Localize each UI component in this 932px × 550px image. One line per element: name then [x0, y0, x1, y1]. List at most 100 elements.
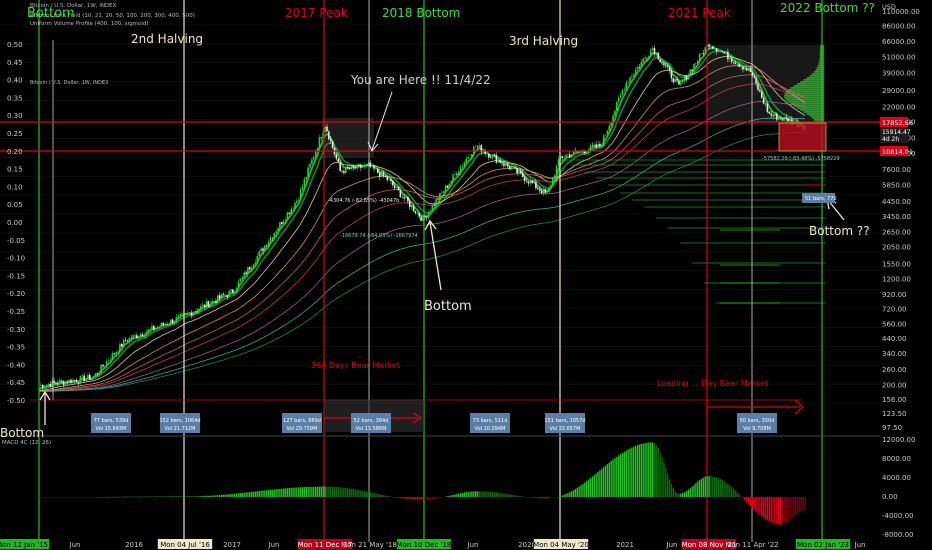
candle-body — [503, 163, 505, 166]
macd-bar — [373, 493, 375, 497]
macd-bar — [200, 496, 202, 497]
candle-body — [105, 361, 108, 366]
macd-bar — [339, 487, 341, 497]
macd-bar — [444, 496, 447, 498]
candle-body — [465, 158, 468, 163]
candle-body — [137, 336, 140, 339]
candle-body — [57, 383, 59, 385]
candle-body — [448, 183, 451, 188]
info-box — [470, 413, 510, 433]
macd-bar — [301, 487, 304, 497]
candle-body — [648, 56, 650, 59]
macd-bar — [288, 488, 291, 497]
candle-body — [64, 381, 67, 385]
candle-body — [143, 335, 146, 337]
candle-body — [440, 192, 443, 194]
label-drop-2017: -4304.76 (-82.85%) -43047b — [328, 198, 399, 204]
candle-body — [762, 97, 765, 104]
candle-body — [407, 196, 409, 202]
macd-bar — [102, 496, 104, 498]
candle-body — [632, 74, 635, 77]
label-bear-loading: Loading ... Day Bear Market — [657, 379, 768, 388]
candle-body — [288, 212, 291, 214]
candle-body — [736, 63, 739, 65]
label-peak-2021: 2021 Peak — [668, 6, 731, 20]
candle-body — [313, 156, 315, 160]
candle-body — [117, 352, 119, 353]
candle-body — [395, 186, 398, 188]
macd-bar — [535, 497, 537, 498]
candle-body — [693, 64, 695, 71]
price-tick-label: 39000.00 — [882, 69, 915, 77]
left-tick-label: 0.30 — [7, 112, 23, 120]
macd-bar — [747, 497, 750, 505]
macd-bar — [665, 468, 667, 497]
candle-body — [77, 382, 80, 383]
candle-body — [655, 52, 658, 55]
macd-bar — [407, 497, 409, 500]
macd-bar — [205, 495, 208, 497]
candle-body — [708, 44, 710, 47]
candle-body — [568, 154, 571, 158]
candle-body — [704, 47, 707, 54]
macd-bar — [570, 491, 573, 497]
volume-profile-bar — [800, 81, 824, 83]
price-tag-upper: 17852.66 — [882, 119, 913, 127]
macd-bar — [614, 458, 616, 497]
candle-body — [104, 365, 106, 367]
macd-bar — [375, 493, 377, 497]
macd-bar — [42, 497, 44, 498]
arrow-you-are-here — [371, 91, 393, 151]
candle-body — [173, 321, 176, 324]
candle-body — [139, 334, 142, 337]
candle-body — [768, 111, 771, 114]
candle-body — [382, 171, 385, 176]
candle-body — [740, 66, 742, 68]
macd-bar — [377, 494, 379, 497]
macd-bar — [623, 451, 626, 497]
candle-body — [412, 205, 415, 212]
macd-bar — [429, 497, 432, 500]
macd-bar — [563, 494, 565, 497]
candle-body — [136, 335, 138, 339]
macd-tick-label: -4000.00 — [882, 512, 913, 520]
macd-bar — [51, 497, 53, 498]
candle-body — [723, 52, 725, 54]
candle-body — [550, 185, 552, 188]
macd-bar — [456, 493, 458, 497]
macd-bar — [510, 494, 513, 497]
macd-bar — [252, 491, 255, 497]
macd-bar — [147, 496, 149, 498]
macd-bar — [730, 487, 733, 497]
macd-bar — [659, 452, 661, 497]
candle-body — [486, 153, 488, 155]
candle-body — [557, 159, 560, 167]
candle-body — [356, 164, 358, 169]
candle-body — [683, 75, 686, 81]
volume-profile-bar — [784, 93, 824, 95]
info-box-line2: Vol 9.708M — [743, 426, 771, 432]
candle-body — [713, 48, 716, 49]
candle-body — [625, 82, 628, 90]
macd-bar — [540, 497, 543, 499]
candle-body — [444, 185, 447, 192]
candle-body — [386, 176, 389, 180]
macd-bar — [531, 497, 533, 498]
macd-bar — [454, 494, 456, 497]
price-tag-lower: 10814.01 — [882, 148, 913, 156]
candle-body — [132, 335, 134, 339]
candle-body — [335, 154, 338, 160]
macd-bar — [106, 496, 108, 498]
time-tick-label: Mon 11 Dec '17 — [298, 541, 353, 549]
candle-body — [188, 312, 191, 314]
price-tick-label: 29000.00 — [882, 87, 915, 95]
info-box-line1: 127 bars, 889d — [283, 418, 321, 424]
candle-body — [314, 151, 317, 157]
candle-body — [249, 267, 251, 270]
left-tick-label: 0.50 — [7, 41, 23, 49]
macd-bar — [753, 497, 755, 511]
macd-bar — [85, 497, 87, 498]
candle-body — [130, 337, 133, 339]
volume-profile-bar — [811, 73, 824, 75]
